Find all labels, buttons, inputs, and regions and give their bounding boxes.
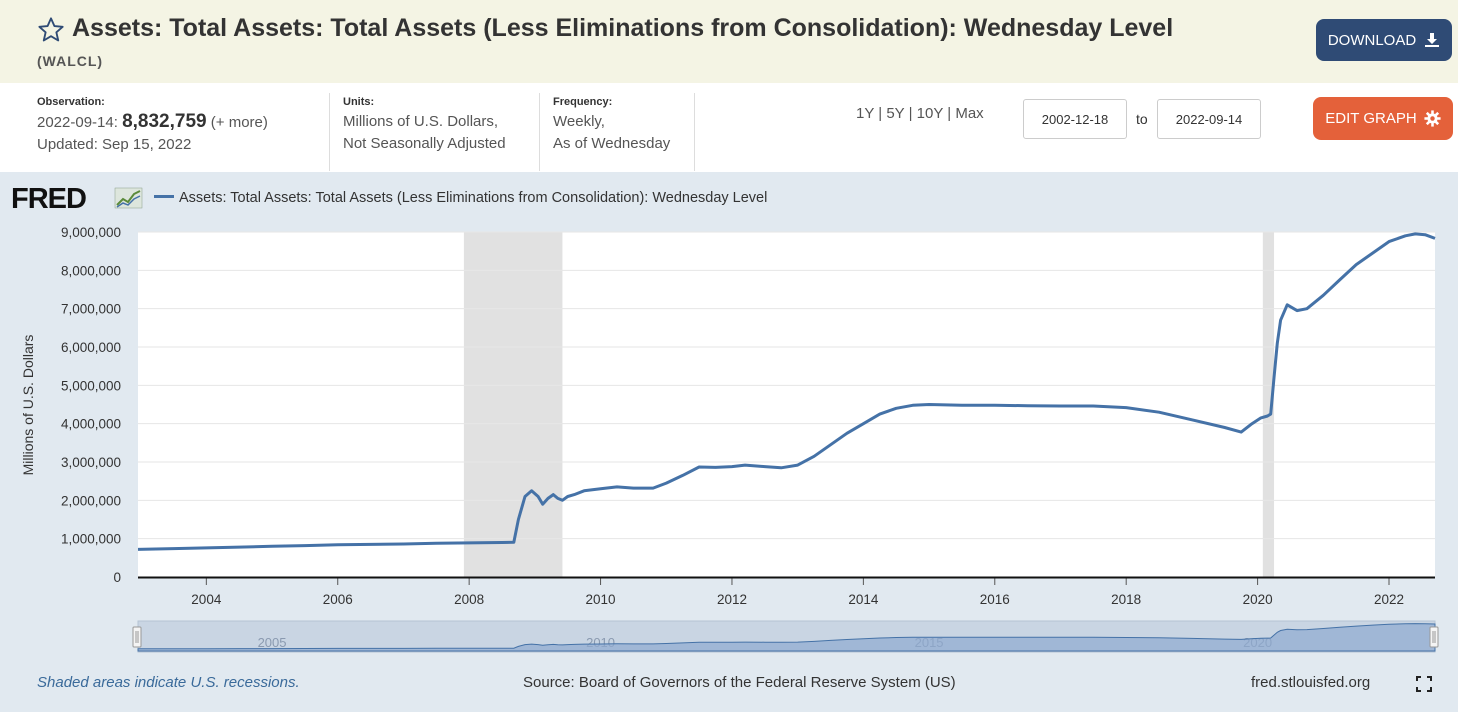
series-id: (WALCL) xyxy=(37,53,104,69)
y-tick-label: 5,000,000 xyxy=(61,378,121,393)
x-tick-label: 2004 xyxy=(191,592,222,607)
download-button[interactable]: DOWNLOAD xyxy=(1316,19,1452,61)
range-navigator[interactable]: 2005201020152020 xyxy=(132,620,1439,653)
recession-band xyxy=(1262,232,1275,577)
range-separator: | xyxy=(908,105,913,122)
divider xyxy=(329,93,330,171)
y-tick-label: 3,000,000 xyxy=(61,455,121,470)
x-tick-label: 2016 xyxy=(980,592,1010,607)
plot-area xyxy=(138,232,1435,577)
range-5y[interactable]: 5Y xyxy=(886,105,905,122)
x-tick-label: 2008 xyxy=(454,592,484,607)
edit-graph-label: EDIT GRAPH xyxy=(1325,110,1417,127)
chart: FRED Assets: Total Assets: Total Assets … xyxy=(11,183,1439,653)
updated-date: Updated: Sep 15, 2022 xyxy=(37,136,192,153)
start-date-input[interactable]: 2002-12-18 xyxy=(1023,99,1127,139)
observation-more-link[interactable]: (+ more) xyxy=(210,114,268,131)
divider xyxy=(539,93,540,171)
y-tick-label: 9,000,000 xyxy=(61,225,121,240)
observation-value: 8,832,759 xyxy=(122,111,207,132)
x-tick-label: 2012 xyxy=(717,592,747,607)
observation-label: Observation: xyxy=(37,96,105,108)
x-tick-label: 2020 xyxy=(1243,592,1273,607)
meta-row: Observation: 2022-09-14: 8,832,759 (+ mo… xyxy=(0,83,1458,172)
fred-logo[interactable]: FRED xyxy=(11,183,87,215)
navigator-series xyxy=(137,623,1436,652)
frequency-block: Frequency: Weekly, As of Wednesday xyxy=(553,95,670,155)
y-tick-label: 4,000,000 xyxy=(61,417,121,432)
gear-icon xyxy=(1424,110,1441,127)
range-max[interactable]: Max xyxy=(955,105,984,122)
star-icon[interactable] xyxy=(37,16,65,44)
range-links: 1Y | 5Y | 10Y | Max xyxy=(856,105,984,122)
range-separator: | xyxy=(947,105,952,122)
recession-note: Shaded areas indicate U.S. recessions. xyxy=(37,674,300,691)
units-block: Units: Millions of U.S. Dollars, Not Sea… xyxy=(343,95,506,155)
units-label: Units: xyxy=(343,96,375,108)
to-label: to xyxy=(1136,111,1148,127)
end-date-input[interactable]: 2022-09-14 xyxy=(1157,99,1261,139)
source-note: Source: Board of Governors of the Federa… xyxy=(523,674,956,691)
observation-block: Observation: 2022-09-14: 8,832,759 (+ mo… xyxy=(37,95,268,156)
navigator-tick-label: 2005 xyxy=(258,635,287,650)
fred-chart-icon xyxy=(114,187,143,209)
divider xyxy=(694,93,695,171)
units-line-2: Not Seasonally Adjusted xyxy=(343,135,506,152)
x-tick-label: 2010 xyxy=(586,592,616,607)
units-line-1: Millions of U.S. Dollars, xyxy=(343,113,499,130)
observation-date: 2022-09-14: xyxy=(37,114,118,131)
fullscreen-icon[interactable] xyxy=(1416,676,1432,692)
recession-band xyxy=(463,232,563,577)
frequency-label: Frequency: xyxy=(553,96,613,108)
legend-label: Assets: Total Assets: Total Assets (Less… xyxy=(179,190,767,206)
x-tick-label: 2006 xyxy=(323,592,353,607)
y-tick-label: 0 xyxy=(113,570,121,585)
x-tick-label: 2022 xyxy=(1374,592,1404,607)
x-tick-label: 2018 xyxy=(1111,592,1141,607)
navigator-handle-left[interactable] xyxy=(132,626,142,648)
edit-graph-button[interactable]: EDIT GRAPH xyxy=(1313,97,1453,140)
range-10y[interactable]: 10Y xyxy=(916,105,944,122)
series-title: Assets: Total Assets: Total Assets (Less… xyxy=(72,14,1174,42)
site-link[interactable]: fred.stlouisfed.org xyxy=(1251,674,1371,691)
y-tick-label: 2,000,000 xyxy=(61,493,121,508)
y-axis-label: Millions of U.S. Dollars xyxy=(20,335,36,476)
title-bar: Assets: Total Assets: Total Assets (Less… xyxy=(0,0,1458,83)
download-label: DOWNLOAD xyxy=(1327,31,1417,49)
y-tick-label: 8,000,000 xyxy=(61,263,121,278)
y-tick-label: 1,000,000 xyxy=(61,532,121,547)
x-tick-label: 2014 xyxy=(848,592,879,607)
download-icon xyxy=(1425,33,1440,47)
frequency-line-2: As of Wednesday xyxy=(553,135,671,152)
navigator-handle-right[interactable] xyxy=(1429,626,1439,648)
range-1y[interactable]: 1Y xyxy=(856,105,875,122)
range-separator: | xyxy=(878,105,883,122)
y-tick-label: 6,000,000 xyxy=(61,340,121,355)
series-line xyxy=(137,232,1436,551)
y-tick-label: 7,000,000 xyxy=(61,302,121,317)
frequency-line-1: Weekly, xyxy=(553,113,605,130)
